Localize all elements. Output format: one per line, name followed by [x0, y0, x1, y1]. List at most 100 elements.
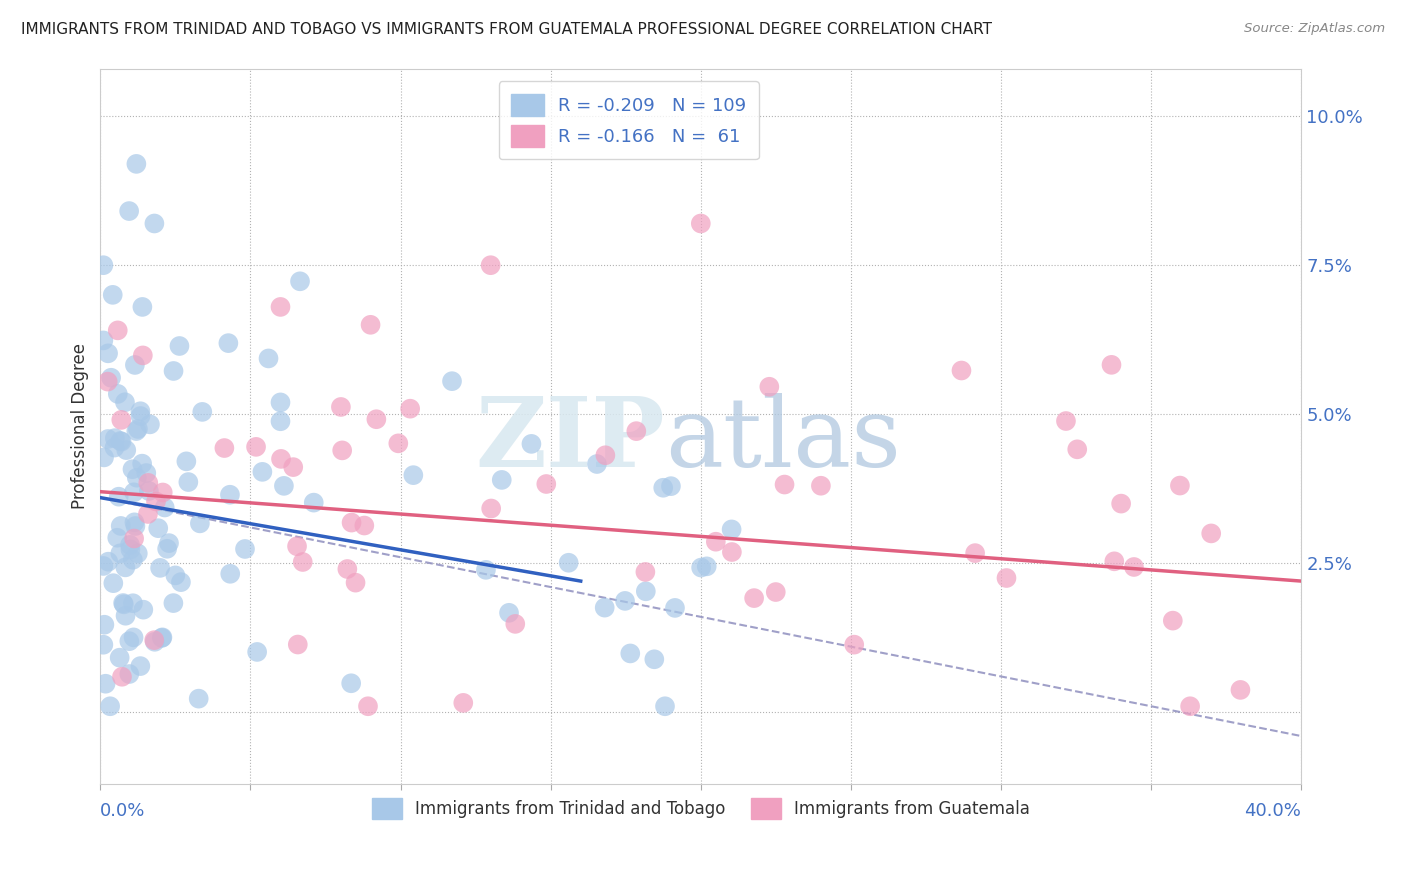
Point — [136, 475, 159, 490]
Point — [614, 594, 637, 608]
Point — [704, 534, 727, 549]
Point — [107, 490, 129, 504]
Point — [152, 485, 174, 500]
Point — [1199, 526, 1222, 541]
Point — [402, 468, 425, 483]
Point — [1066, 442, 1088, 457]
Point — [475, 563, 498, 577]
Point — [125, 424, 148, 438]
Point — [336, 562, 359, 576]
Point — [1054, 414, 1077, 428]
Point — [269, 300, 291, 314]
Point — [136, 507, 159, 521]
Point — [387, 436, 409, 450]
Point — [124, 516, 146, 530]
Point — [122, 596, 145, 610]
Point — [121, 462, 143, 476]
Point — [479, 501, 502, 516]
Point — [131, 457, 153, 471]
Point — [129, 404, 152, 418]
Point — [108, 650, 131, 665]
Point — [214, 441, 236, 455]
Point — [143, 634, 166, 648]
Point — [451, 696, 474, 710]
Point — [344, 575, 367, 590]
Point — [634, 584, 657, 599]
Point — [188, 516, 211, 531]
Point — [149, 561, 172, 575]
Y-axis label: Professional Degree: Professional Degree — [72, 343, 89, 509]
Point — [122, 553, 145, 567]
Point — [360, 318, 382, 332]
Point — [440, 374, 463, 388]
Point — [93, 617, 115, 632]
Point — [114, 608, 136, 623]
Point — [145, 494, 167, 508]
Point — [103, 576, 125, 591]
Point — [93, 334, 115, 348]
Point — [97, 432, 120, 446]
Point — [101, 288, 124, 302]
Point — [98, 699, 121, 714]
Point — [810, 479, 832, 493]
Point — [593, 600, 616, 615]
Text: ZIP: ZIP — [475, 393, 665, 487]
Point — [152, 631, 174, 645]
Point — [100, 370, 122, 384]
Point — [245, 440, 267, 454]
Point — [125, 471, 148, 485]
Point — [595, 448, 617, 462]
Point — [124, 358, 146, 372]
Point — [269, 395, 291, 409]
Point — [97, 555, 120, 569]
Point — [132, 602, 155, 616]
Point — [125, 157, 148, 171]
Point — [399, 401, 422, 416]
Point — [219, 488, 242, 502]
Point — [111, 670, 134, 684]
Point — [217, 336, 239, 351]
Point — [340, 516, 363, 530]
Point — [93, 558, 115, 573]
Point — [287, 638, 309, 652]
Point — [329, 400, 352, 414]
Point — [619, 647, 641, 661]
Point — [950, 363, 973, 377]
Point — [1101, 358, 1123, 372]
Point — [664, 601, 686, 615]
Point — [720, 523, 742, 537]
Point — [659, 479, 682, 493]
Point — [129, 659, 152, 673]
Point — [110, 434, 132, 448]
Point — [690, 560, 713, 574]
Point — [93, 450, 115, 465]
Point — [285, 539, 308, 553]
Point — [153, 500, 176, 515]
Point — [93, 258, 115, 272]
Point — [965, 546, 987, 560]
Point — [643, 652, 665, 666]
Point — [110, 546, 132, 560]
Point — [498, 606, 520, 620]
Point — [162, 364, 184, 378]
Point — [165, 568, 187, 582]
Point — [177, 475, 200, 489]
Point — [131, 300, 153, 314]
Point — [118, 634, 141, 648]
Point — [114, 560, 136, 574]
Point — [156, 541, 179, 556]
Point — [1178, 699, 1201, 714]
Point — [330, 443, 353, 458]
Point — [1168, 478, 1191, 492]
Point — [252, 465, 274, 479]
Point — [118, 667, 141, 681]
Point — [652, 481, 675, 495]
Point — [742, 591, 765, 606]
Point — [1161, 614, 1184, 628]
Point — [270, 451, 292, 466]
Point — [139, 417, 162, 432]
Point — [191, 405, 214, 419]
Point — [110, 413, 132, 427]
Point — [1109, 497, 1132, 511]
Point — [288, 274, 311, 288]
